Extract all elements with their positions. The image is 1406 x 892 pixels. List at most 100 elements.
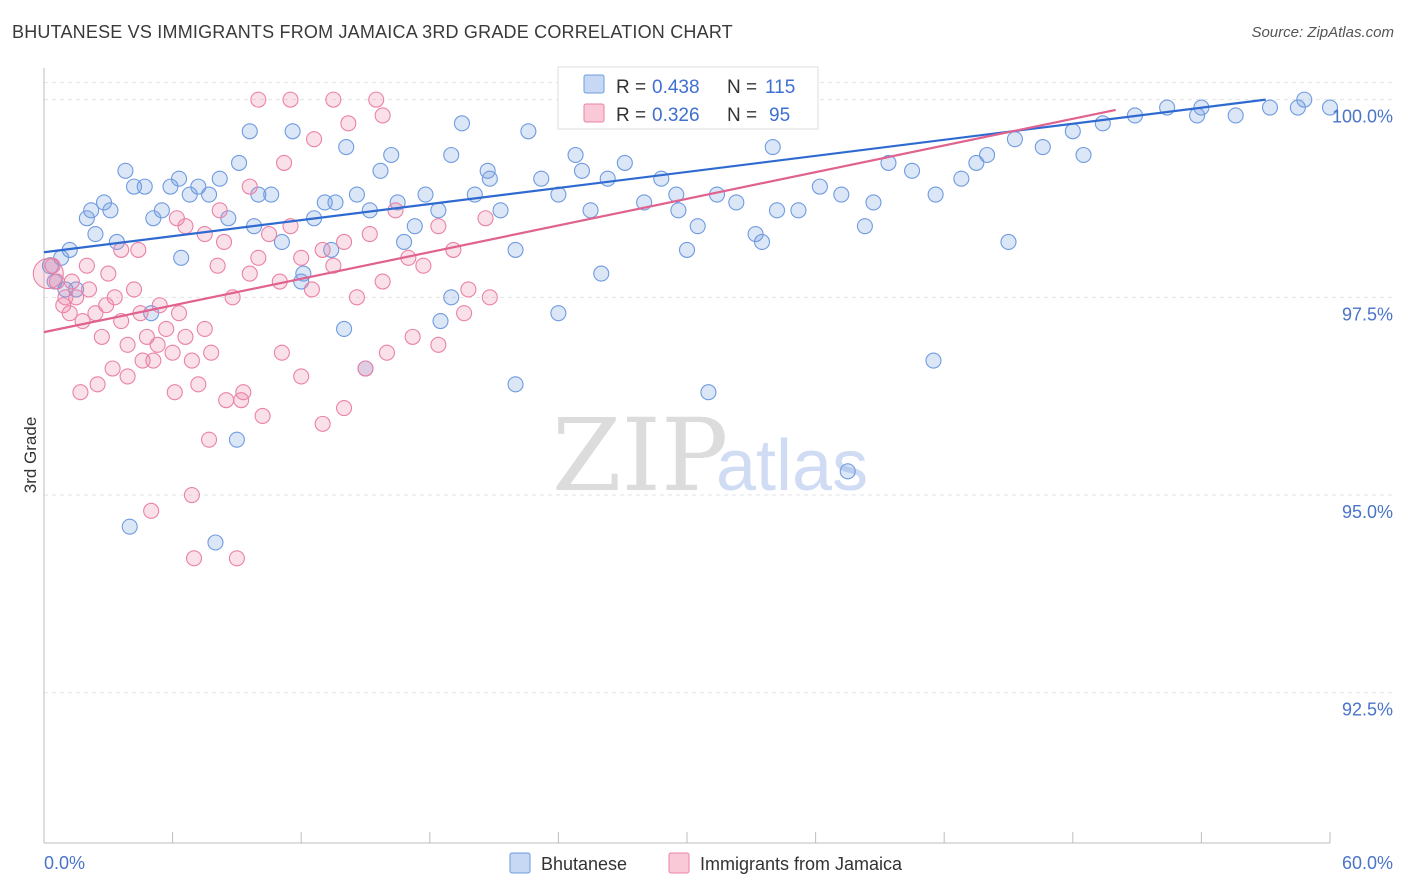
stats-swatch-bhutanese — [583, 74, 605, 94]
data-point — [340, 115, 357, 132]
data-point — [78, 257, 95, 274]
data-point — [443, 289, 460, 306]
data-point — [228, 550, 245, 567]
data-point — [218, 392, 235, 409]
data-point — [173, 249, 190, 266]
data-point — [168, 210, 185, 227]
legend-swatch-bhutanese — [509, 852, 531, 874]
data-point — [599, 170, 616, 187]
data-point — [293, 368, 310, 385]
stats-swatch-jamaica — [583, 103, 605, 123]
data-point — [241, 265, 258, 282]
data-point — [456, 305, 473, 322]
data-point — [430, 202, 447, 219]
data-point — [573, 162, 591, 179]
data-point — [374, 273, 391, 290]
data-point — [678, 241, 696, 258]
data-point — [1321, 99, 1339, 116]
data-point — [284, 123, 301, 140]
y-tick-label: 100.0% — [1332, 107, 1393, 127]
data-point — [1094, 115, 1111, 132]
legend-label-jamaica: Immigrants from Jamaica — [700, 854, 903, 874]
data-point — [1075, 146, 1092, 164]
data-point — [1261, 99, 1279, 116]
data-point — [61, 305, 78, 322]
data-point — [250, 249, 267, 266]
data-point — [700, 384, 717, 401]
data-point — [263, 186, 280, 203]
data-point — [533, 170, 550, 187]
stats-legend: R = 0.438 N = 115 R = 0.326 N = 95 — [557, 66, 819, 130]
data-point — [87, 226, 104, 243]
data-point — [166, 384, 183, 401]
series-legend: Bhutanese Immigrants from Jamaica — [509, 852, 903, 874]
data-point — [790, 202, 807, 219]
data-point — [241, 123, 258, 140]
data-point — [130, 241, 147, 258]
data-point — [582, 202, 599, 219]
data-point — [768, 202, 786, 219]
data-point — [492, 202, 509, 219]
data-point — [979, 146, 996, 164]
data-point — [372, 162, 389, 179]
data-point — [260, 226, 278, 243]
data-point — [170, 170, 188, 187]
data-point — [190, 376, 207, 393]
data-point — [200, 186, 218, 203]
data-point — [811, 178, 828, 195]
data-point — [203, 344, 220, 361]
stats-r-label-1: R = — [616, 77, 646, 98]
data-point — [98, 297, 115, 314]
data-point — [211, 202, 228, 219]
data-point — [865, 194, 882, 211]
data-point — [728, 194, 745, 211]
data-point — [430, 336, 447, 353]
data-point — [149, 336, 166, 353]
data-point — [443, 146, 460, 164]
data-point — [1000, 233, 1017, 251]
data-point — [432, 313, 449, 330]
data-point — [102, 202, 119, 219]
data-point — [254, 407, 271, 425]
data-point — [903, 162, 921, 179]
data-point — [323, 241, 340, 258]
data-point — [1034, 139, 1051, 156]
data-point — [164, 344, 181, 361]
data-point — [303, 281, 320, 298]
data-point — [228, 431, 245, 448]
data-point — [453, 115, 471, 132]
data-point — [235, 384, 252, 401]
data-point — [368, 91, 385, 108]
data-point — [361, 226, 378, 243]
data-point — [927, 186, 944, 203]
data-point — [185, 550, 203, 567]
data-point — [63, 273, 80, 290]
data-point — [134, 352, 151, 369]
trend-lines — [43, 98, 1266, 334]
watermark-zip: ZIP — [552, 397, 728, 514]
data-point — [93, 328, 110, 345]
data-point — [953, 170, 970, 187]
data-point — [1289, 99, 1306, 116]
data-point — [396, 233, 413, 251]
data-point — [1006, 131, 1023, 148]
data-point — [276, 154, 293, 171]
data-point — [83, 202, 100, 219]
data-point — [550, 305, 567, 322]
data-point — [1227, 107, 1244, 124]
data-point — [839, 463, 856, 480]
data-point — [113, 241, 130, 258]
data-point — [357, 360, 374, 377]
data-point — [183, 352, 200, 369]
stats-r-value-2: 0.326 — [652, 105, 700, 126]
data-point — [764, 139, 781, 156]
data-point — [143, 502, 160, 519]
y-axis-title: 3rd Grade — [21, 417, 40, 494]
stats-r-label-2: R = — [616, 105, 646, 126]
y-tick-label: 92.5% — [1342, 700, 1393, 720]
data-point — [374, 107, 391, 124]
data-point — [282, 91, 299, 108]
data-point — [753, 233, 771, 251]
data-point — [445, 241, 462, 258]
series-bhutanese-points — [41, 91, 1339, 551]
